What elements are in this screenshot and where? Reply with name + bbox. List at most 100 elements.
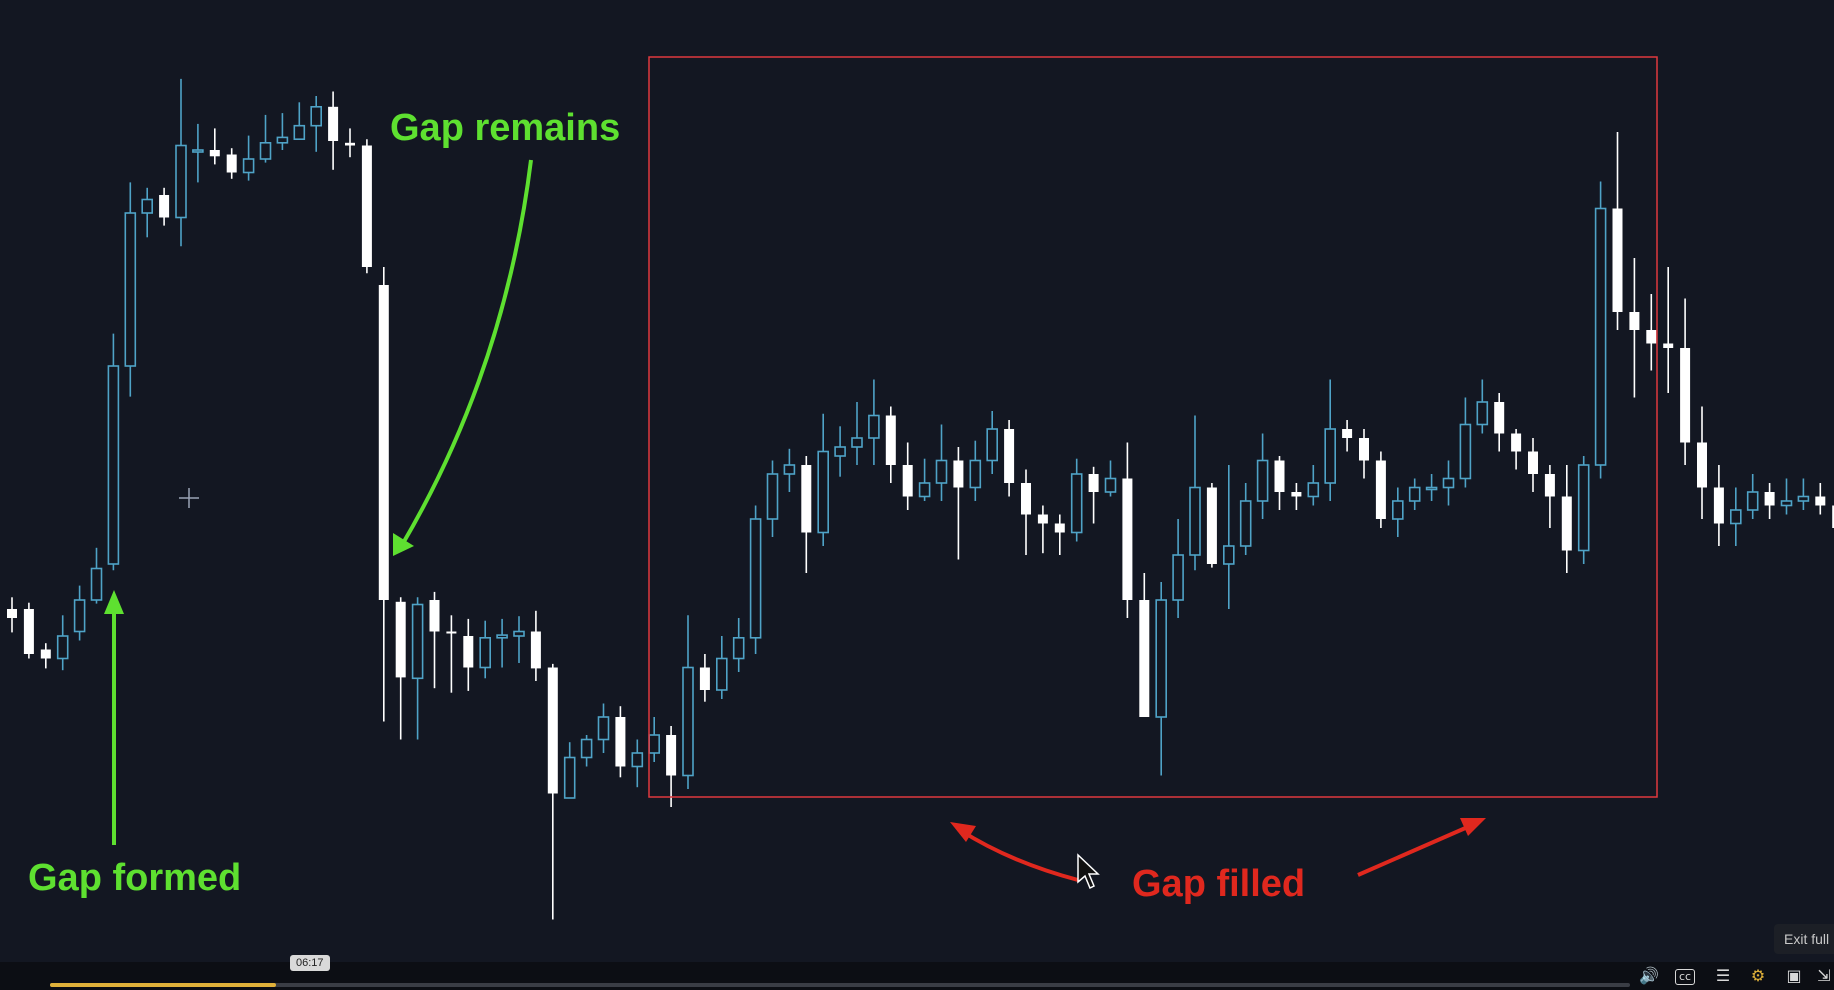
candle-body (395, 601, 406, 678)
candle-body (902, 465, 913, 497)
candle-body (1528, 451, 1538, 474)
candle (1425, 474, 1438, 501)
candle (159, 187, 170, 226)
candle (563, 742, 576, 799)
candle (1797, 478, 1810, 510)
gap-formed-arrow (104, 590, 124, 845)
captions-icon[interactable]: cc (1675, 969, 1695, 985)
gap-filled-right-arrow (1357, 818, 1486, 877)
candle-body (141, 198, 153, 214)
candle-body (293, 124, 306, 140)
candle-body (834, 446, 846, 457)
candle (293, 102, 306, 140)
candle-body (124, 212, 137, 367)
candle-body (226, 154, 237, 173)
candle-body (766, 473, 779, 520)
candle (935, 424, 948, 501)
miniplayer-icon[interactable]: ▣ (1786, 966, 1802, 985)
gap-range-box (648, 56, 1658, 798)
candle (7, 597, 17, 633)
candle-body (1494, 402, 1505, 434)
candle-body (1139, 600, 1150, 717)
candle-body (496, 634, 508, 639)
candle (953, 447, 964, 560)
candle (648, 717, 661, 762)
candle-body (7, 609, 17, 618)
candle (1746, 474, 1759, 519)
candle (23, 602, 34, 659)
progress-track[interactable] (50, 983, 1630, 987)
candle (597, 703, 610, 753)
candle (73, 585, 86, 641)
volume-icon[interactable]: 🔊 (1639, 966, 1659, 985)
candle (1680, 298, 1691, 465)
candle-body (1256, 459, 1269, 502)
candle-body (192, 149, 204, 153)
candle-body (1274, 460, 1285, 492)
progress-fill (50, 983, 276, 987)
time-tooltip: 06:17 (290, 955, 330, 971)
candle (1780, 478, 1793, 515)
candle (530, 610, 541, 681)
exit-fullscreen-button[interactable]: Exit full (1774, 924, 1834, 954)
candle-body (953, 460, 964, 488)
candle (1206, 483, 1217, 568)
candle (1359, 429, 1369, 479)
candle (56, 615, 69, 671)
candle-body (1223, 545, 1235, 565)
candle-body (328, 106, 339, 141)
candle (1646, 294, 1657, 371)
candle-body (1629, 312, 1640, 330)
candle (902, 442, 913, 510)
candle (259, 114, 272, 163)
candle (851, 402, 863, 465)
candle-body (1832, 505, 1834, 528)
candle (1594, 181, 1607, 479)
candle (918, 458, 931, 501)
candle (446, 615, 457, 693)
candle-body (1037, 514, 1048, 524)
candle-body (1122, 478, 1133, 600)
candle (513, 616, 525, 663)
candle (1004, 420, 1015, 497)
candle (1239, 483, 1252, 555)
candle-body (580, 738, 593, 759)
candle (969, 440, 982, 501)
gear-icon[interactable]: ⚙ (1750, 966, 1766, 985)
candle-body (749, 518, 762, 639)
candle-body (631, 752, 644, 768)
candle-body (1511, 433, 1522, 452)
candle (547, 663, 558, 920)
candle-body (801, 465, 812, 533)
candle (732, 618, 745, 672)
candle-body (1746, 491, 1759, 511)
candle-body (615, 717, 626, 767)
candle-body (40, 649, 51, 659)
candle-body (563, 756, 576, 799)
candle-body (1359, 438, 1369, 461)
candle (986, 411, 999, 474)
candle-body (90, 567, 103, 601)
candle-body (1697, 442, 1707, 488)
candle-body (1392, 500, 1404, 520)
candle-body (1206, 487, 1217, 564)
candle-body (1155, 599, 1167, 718)
playlist-icon[interactable]: ☰ (1715, 966, 1731, 985)
candle-body (1408, 486, 1421, 502)
candle-body (242, 158, 255, 174)
candles-group (7, 78, 1834, 920)
candle (1392, 487, 1404, 537)
candle (411, 597, 424, 740)
candle-body (1004, 429, 1015, 483)
candle (1764, 483, 1775, 519)
candle-body (159, 195, 170, 218)
candle-body (1070, 473, 1083, 534)
candle (1494, 393, 1505, 452)
candle-body (107, 365, 120, 565)
candle (1274, 456, 1285, 510)
candle (378, 267, 389, 722)
exit-fullscreen-icon[interactable]: ⇲ (1817, 966, 1831, 985)
candle-body (378, 285, 389, 600)
candle (310, 96, 323, 152)
